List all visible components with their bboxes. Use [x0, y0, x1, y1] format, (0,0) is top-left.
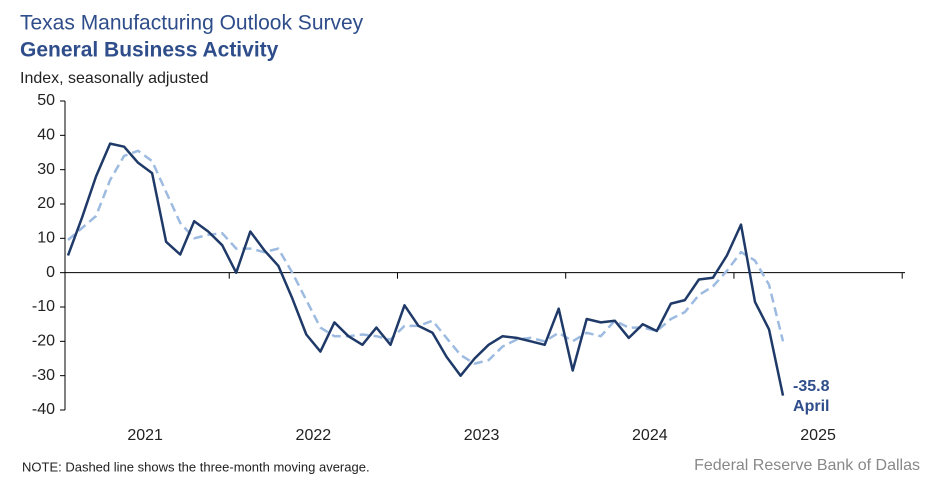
chart-subtitle: General Business Activity	[20, 39, 279, 62]
y-tick-label: -30	[32, 367, 55, 384]
annotation-month: April	[793, 398, 829, 415]
y-tick-label: 40	[37, 127, 55, 144]
x-tick-label: 2024	[632, 427, 668, 444]
x-tick-label: 2025	[800, 427, 836, 444]
y-tick-label: 30	[37, 161, 55, 178]
y-tick-label: -40	[32, 401, 55, 418]
x-tick-label: 2022	[296, 427, 332, 444]
annotation-value: -35.8	[793, 378, 830, 395]
moving-average-line	[67, 149, 785, 365]
y-tick-label: 0	[46, 264, 55, 281]
y-tick-label: -20	[32, 333, 55, 350]
y-tick-label: 20	[37, 195, 55, 212]
source: Federal Reserve Bank of Dallas	[694, 457, 920, 474]
index-line	[66, 142, 785, 396]
y-axis-label: Index, seasonally adjusted	[20, 70, 209, 87]
y-tick-label: 10	[37, 230, 55, 247]
chart-title: Texas Manufacturing Outlook Survey	[20, 12, 364, 35]
note: NOTE: Dashed line shows the three-month …	[22, 459, 370, 474]
y-tick-label: 50	[37, 92, 55, 109]
y-tick-label: -10	[32, 298, 55, 315]
x-tick-label: 2023	[464, 427, 500, 444]
x-tick-label: 2021	[127, 427, 163, 444]
